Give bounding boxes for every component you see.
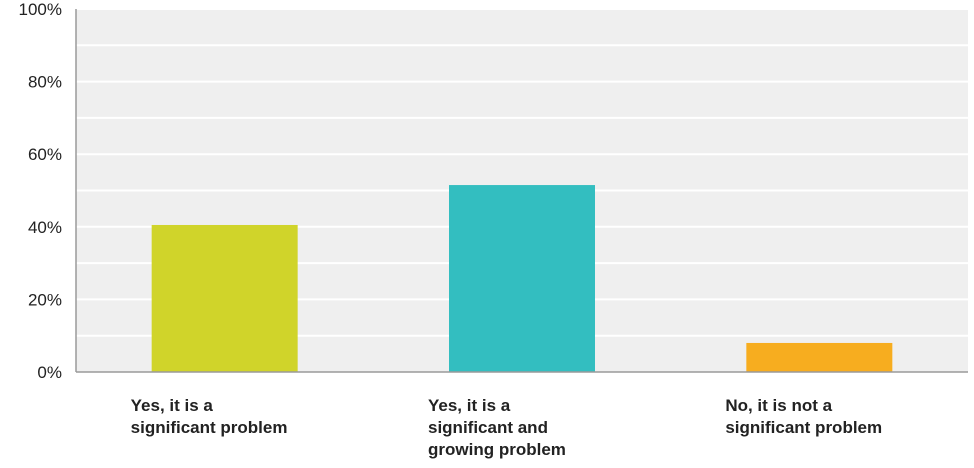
bar-3	[746, 342, 893, 372]
y-tick-labels: 0% 20% 40% 60% 80% 100%	[19, 0, 62, 382]
y-tick-label: 100%	[19, 0, 62, 19]
x-category-label-line: significant problem	[131, 418, 288, 437]
bars	[151, 185, 893, 372]
x-category-label-line: significant problem	[725, 418, 882, 437]
x-category-label-line: No, it is not a	[725, 396, 832, 415]
y-tick-label: 20%	[28, 290, 62, 309]
x-category-label-2: Yes, it is a significant and growing probl…	[428, 396, 566, 459]
y-tick-label: 60%	[28, 145, 62, 164]
x-category-label-line: growing problem	[428, 440, 566, 459]
x-category-label-line: Yes, it is a	[428, 396, 511, 415]
x-category-label-line: significant and	[428, 418, 548, 437]
x-category-label-line: Yes, it is a	[131, 396, 214, 415]
bar-1	[151, 224, 298, 372]
bar-2	[449, 185, 595, 372]
y-tick-label: 80%	[28, 73, 62, 92]
x-category-label-1: Yes, it is a significant problem	[131, 396, 288, 437]
y-tick-label: 40%	[28, 218, 62, 237]
x-category-label-3: No, it is not a significant problem	[725, 396, 882, 437]
y-tick-label: 0%	[37, 363, 62, 382]
